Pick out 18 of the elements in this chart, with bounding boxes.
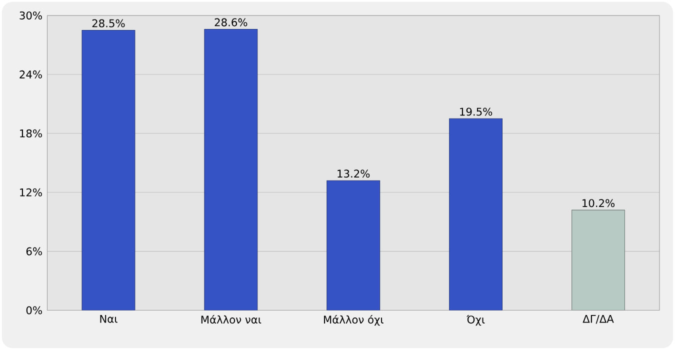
data-label: 28.5% [92,19,125,28]
y-tick-label: 24% [20,70,42,78]
data-label: 19.5% [460,108,492,116]
y-tick-label: 30% [20,11,42,20]
y-tick-label: 0% [26,306,42,314]
x-tick-label: Μάλλον ναι [201,314,262,324]
x-tick-label: ΔΓ/ΔΑ [582,314,614,324]
x-tick-label: Ναι [100,314,118,323]
y-tick-label: 12% [20,188,42,196]
x-tick-label: Όχι [466,314,485,326]
data-label: 13.2% [338,170,370,178]
x-tick-label: Μάλλον όχι [324,314,384,326]
bar [82,30,136,310]
data-label: 28.6% [214,18,248,26]
y-tick-label: 18% [20,129,42,138]
y-tick-label: 6% [26,247,42,256]
bar [204,29,258,310]
data-label: 10.2% [582,199,615,208]
